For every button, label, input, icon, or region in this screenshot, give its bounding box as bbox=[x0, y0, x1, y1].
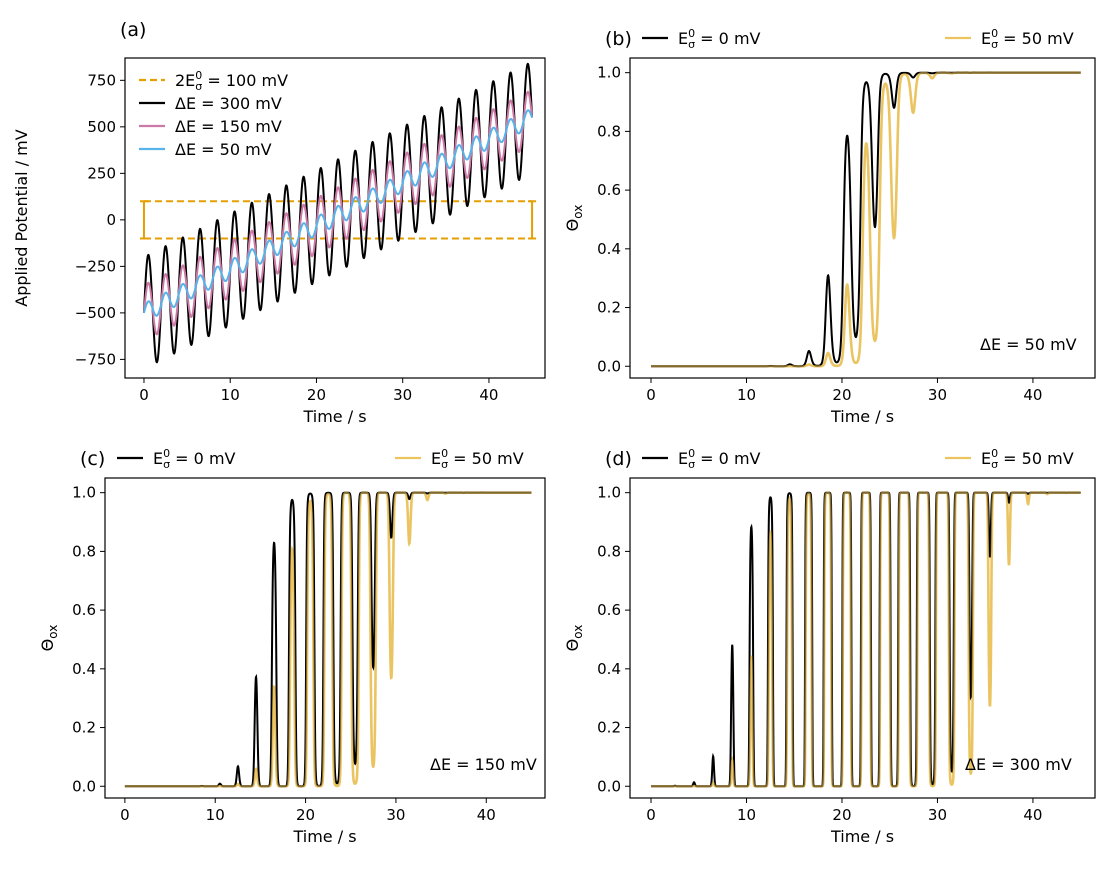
x-tick-label-d-4: 40 bbox=[1023, 806, 1042, 824]
x-tick-label-c-3: 30 bbox=[386, 806, 405, 824]
y-tick-label-b-2: 0.4 bbox=[597, 240, 621, 258]
panel-a: 0 10 20 30 40 −750 −500 −250 0 250 500 750 Time / s A… bbox=[12, 19, 546, 426]
x-tick-label-c-2: 20 bbox=[296, 806, 315, 824]
legend-label-c-0: E0 σ = 0 mV bbox=[153, 447, 236, 471]
panel-label-d: (d) bbox=[605, 448, 632, 470]
y-tick-label-d-5: 1.0 bbox=[597, 484, 621, 502]
y-tick-label-c-2: 0.4 bbox=[72, 660, 96, 678]
y-tick-label-c-3: 0.6 bbox=[72, 601, 96, 619]
x-tick-label-c-4: 40 bbox=[477, 806, 496, 824]
y-axis-label-b: Θox bbox=[563, 205, 585, 232]
y-tick-label-a-2: −250 bbox=[75, 257, 116, 275]
axes-frame-a bbox=[124, 57, 546, 379]
annotation-c: ΔE = 150 mV bbox=[430, 755, 537, 774]
y-axis-label-a: Applied Potential / mV bbox=[12, 129, 31, 306]
axes-frame-b bbox=[629, 57, 1096, 379]
x-tick-label-b-2: 20 bbox=[832, 386, 851, 404]
legend-label-d-0: E0 σ = 0 mV bbox=[678, 447, 761, 471]
x-tick-label-a-0: 0 bbox=[139, 386, 149, 404]
x-tick-label-b-0: 0 bbox=[646, 386, 656, 404]
y-tick-label-c-1: 0.2 bbox=[72, 719, 96, 737]
series-line-d-1 bbox=[651, 491, 1081, 788]
y-tick-label-a-4: 250 bbox=[87, 164, 116, 182]
series-line-c-0 bbox=[124, 491, 532, 788]
x-axis-label-d: Time / s bbox=[830, 827, 894, 846]
y-tick-label-b-0: 0.0 bbox=[597, 357, 621, 375]
series-overlay-d bbox=[651, 491, 1081, 788]
y-tick-label-a-1: −500 bbox=[75, 304, 116, 322]
y-tick-label-d-1: 0.2 bbox=[597, 719, 621, 737]
y-tick-label-b-5: 1.0 bbox=[597, 64, 621, 82]
panel-label-b: (b) bbox=[605, 28, 632, 50]
x-axis-label-b: Time / s bbox=[830, 407, 894, 426]
x-tick-label-a-1: 10 bbox=[221, 386, 240, 404]
series-line-d-0 bbox=[651, 491, 1081, 788]
y-tick-label-b-4: 0.8 bbox=[597, 122, 621, 140]
x-tick-label-d-3: 30 bbox=[928, 806, 947, 824]
axes-frame-c bbox=[104, 477, 546, 799]
annotation-d: ΔE = 300 mV bbox=[965, 755, 1072, 774]
y-tick-label-a-0: −750 bbox=[75, 350, 116, 368]
y-axis-label-d: Θox bbox=[563, 625, 585, 652]
legend-label-c-1: E0 σ = 50 mV bbox=[431, 447, 524, 471]
x-tick-label-d-1: 10 bbox=[737, 806, 756, 824]
annotation-b: ΔE = 50 mV bbox=[980, 335, 1077, 354]
x-tick-label-d-0: 0 bbox=[646, 806, 656, 824]
panel-d: 0 10 20 30 40 0.0 0.2 0.4 0.6 0.8 1.0 Time / s Θox (d… bbox=[563, 447, 1096, 846]
y-tick-label-c-4: 0.8 bbox=[72, 542, 96, 560]
series-line-a-1 bbox=[142, 62, 534, 364]
x-tick-label-b-3: 30 bbox=[928, 386, 947, 404]
x-tick-label-c-0: 0 bbox=[120, 806, 130, 824]
x-tick-label-b-1: 10 bbox=[737, 386, 756, 404]
legend-label-a-2: ΔE = 150 mV bbox=[175, 117, 282, 136]
x-tick-label-c-1: 10 bbox=[206, 806, 225, 824]
y-tick-label-d-2: 0.4 bbox=[597, 660, 621, 678]
y-tick-label-d-3: 0.6 bbox=[597, 601, 621, 619]
axes-frame-d bbox=[629, 477, 1096, 799]
panel-label-c: (c) bbox=[80, 448, 105, 470]
series-overlay-c bbox=[124, 491, 532, 788]
panel-b: 0 10 20 30 40 0.0 0.2 0.4 0.6 0.8 1.0 Time / s Θox (b… bbox=[563, 27, 1096, 426]
series-line-a-3 bbox=[143, 109, 534, 317]
x-axis-label-c: Time / s bbox=[292, 827, 356, 846]
x-tick-label-a-4: 40 bbox=[479, 386, 498, 404]
x-tick-label-b-4: 40 bbox=[1023, 386, 1042, 404]
panel-c: 0 10 20 30 40 0.0 0.2 0.4 0.6 0.8 1.0 Time / s Θox (c… bbox=[38, 447, 546, 846]
y-tick-label-b-1: 0.2 bbox=[597, 299, 621, 317]
series-line-a-2 bbox=[142, 90, 534, 336]
y-tick-label-d-0: 0.0 bbox=[597, 777, 621, 795]
legend-label-a-1: ΔE = 300 mV bbox=[175, 94, 282, 113]
y-tick-label-c-0: 0.0 bbox=[72, 777, 96, 795]
legend-label-b-0: E0 σ = 0 mV bbox=[678, 27, 761, 51]
y-tick-label-a-3: 0 bbox=[106, 211, 116, 229]
series-line-c-1 bbox=[124, 491, 532, 788]
legend-label-a-0: 2E0 σ = 100 mV bbox=[175, 69, 288, 93]
y-tick-label-c-5: 1.0 bbox=[72, 484, 96, 502]
series-line-b-0 bbox=[651, 71, 1081, 368]
panel-label-a: (a) bbox=[120, 19, 146, 41]
legend-label-b-1: E0 σ = 50 mV bbox=[981, 27, 1074, 51]
y-tick-label-a-6: 750 bbox=[87, 71, 116, 89]
y-tick-label-b-3: 0.6 bbox=[597, 181, 621, 199]
series-line-b-1 bbox=[651, 71, 1081, 368]
x-tick-label-a-2: 20 bbox=[307, 386, 326, 404]
y-tick-label-a-5: 500 bbox=[87, 118, 116, 136]
series-overlay-b bbox=[651, 71, 1081, 368]
x-axis-label-a: Time / s bbox=[302, 407, 366, 426]
y-axis-label-c: Θox bbox=[38, 625, 60, 652]
x-tick-label-d-2: 20 bbox=[832, 806, 851, 824]
legend-label-d-1: E0 σ = 50 mV bbox=[981, 447, 1074, 471]
x-tick-label-a-3: 30 bbox=[393, 386, 412, 404]
y-tick-label-d-4: 0.8 bbox=[597, 542, 621, 560]
legend-label-a-3: ΔE = 50 mV bbox=[175, 140, 272, 159]
